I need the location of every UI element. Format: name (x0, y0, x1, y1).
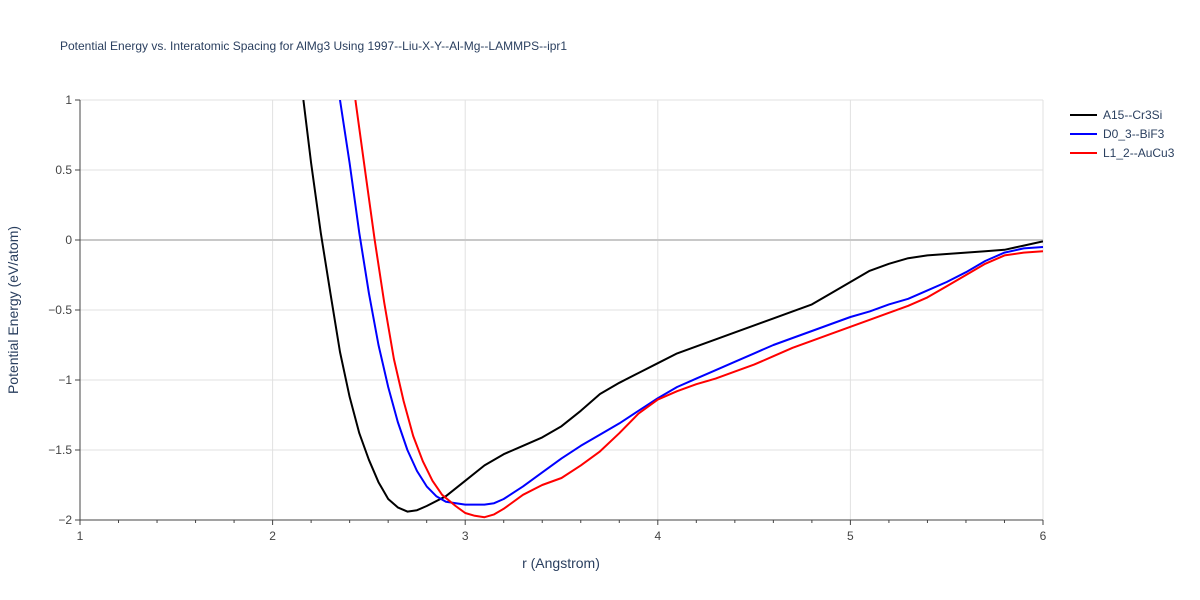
legend-item[interactable]: D0_3--BiF3 (1070, 127, 1165, 141)
x-tick-label: 2 (269, 529, 276, 543)
axes (75, 99, 1044, 525)
legend[interactable]: A15--Cr3Si D0_3--BiF3 L1_2--AuCu3 (1070, 108, 1175, 160)
x-tick-labels: 1 2 3 4 5 6 (77, 529, 1047, 543)
legend-label: A15--Cr3Si (1103, 108, 1162, 122)
x-tick-label: 5 (847, 529, 854, 543)
y-tick-label: −2 (58, 513, 72, 527)
gridlines (80, 99, 1044, 520)
y-tick-label: −1.5 (48, 443, 72, 457)
series-lines (302, 100, 1043, 519)
y-tick-labels: 1 0.5 0 −0.5 −1 −1.5 −2 (48, 93, 72, 527)
x-tick-label: 3 (462, 529, 469, 543)
series-line-0 (302, 100, 1043, 513)
y-axis-title: Potential Energy (eV/atom) (5, 226, 21, 394)
x-tick-label: 1 (77, 529, 84, 543)
y-tick-label: 1 (65, 93, 72, 107)
y-tick-label: 0.5 (55, 163, 72, 177)
y-tick-label: 0 (65, 233, 72, 247)
legend-label: D0_3--BiF3 (1103, 127, 1165, 141)
y-tick-label: −1 (58, 373, 72, 387)
series-line-1 (339, 100, 1043, 506)
legend-label: L1_2--AuCu3 (1103, 146, 1175, 160)
chart-title: Potential Energy vs. Interatomic Spacing… (60, 39, 567, 53)
x-tick-label: 4 (654, 529, 661, 543)
x-tick-label: 6 (1040, 529, 1047, 543)
series-line-2 (354, 100, 1043, 519)
legend-item[interactable]: A15--Cr3Si (1070, 108, 1162, 122)
x-axis-title: r (Angstrom) (522, 555, 600, 571)
y-tick-label: −0.5 (48, 303, 72, 317)
legend-item[interactable]: L1_2--AuCu3 (1070, 146, 1175, 160)
